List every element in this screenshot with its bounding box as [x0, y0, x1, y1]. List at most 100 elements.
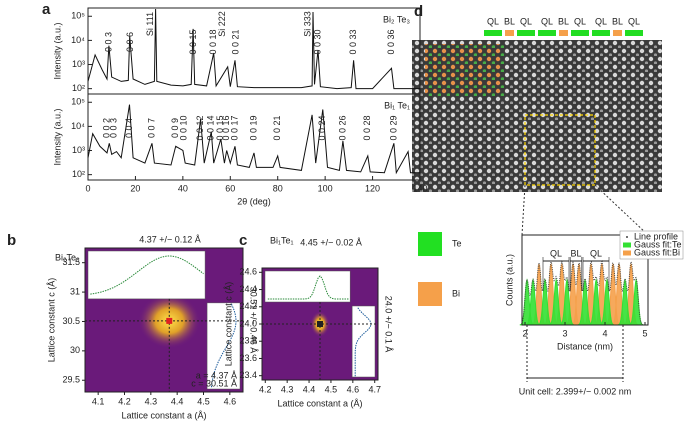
peak-label: 0 0 30	[312, 29, 322, 54]
inset-top	[264, 270, 351, 303]
peak-label: 0 0 16	[221, 115, 231, 140]
x-tick-label: 4.2	[259, 384, 272, 394]
peak-label: 0 0 19	[248, 115, 258, 140]
peak-label: 0 0 21	[231, 29, 241, 54]
c-distribution	[354, 306, 372, 377]
legend-label: Te	[452, 238, 462, 248]
y-tick-label: 10⁴	[71, 35, 85, 45]
peak-label: 0 0 2	[101, 118, 111, 138]
zoom-line	[594, 184, 649, 236]
substrate-label: Si 333	[302, 11, 312, 37]
x-axis-label: Lattice constant a (Å)	[277, 398, 362, 408]
legend-swatch	[418, 282, 442, 306]
peak-label: 0 0 4	[124, 118, 134, 138]
fit-point	[166, 317, 173, 324]
sample-label: Bi₂Te₃	[55, 252, 80, 262]
y-tick-label: 10³	[72, 59, 85, 69]
x-tick-label: 4.4	[171, 396, 184, 406]
layer-bar	[625, 30, 643, 36]
y-axis-label: Lattice constant c (Å)	[223, 282, 233, 367]
legend-label: Bi	[452, 288, 460, 298]
roi-box	[524, 114, 596, 186]
te-fit-peak	[559, 278, 575, 326]
a-fit-label: 4.45 +/− 0.02 Å	[300, 237, 362, 247]
legend-swatch	[623, 242, 631, 248]
peak-label: 0 0 9	[170, 118, 180, 138]
panel-label: d	[414, 3, 423, 20]
xrd-curve	[87, 104, 420, 175]
y-tick-label: 23.6	[239, 353, 257, 363]
y-axis-label: Intensity (a.u.)	[52, 22, 62, 79]
y-tick-label: 23.4	[239, 370, 257, 380]
unit-cell-label: Unit cell: 2.399+/− 0.002 nm	[519, 386, 632, 396]
a-fit-label: 4.37 +/− 0.12 Å	[139, 234, 201, 244]
layer-bar	[484, 30, 502, 36]
x-tick-label: 20	[130, 183, 140, 193]
x-tick-label: 3	[562, 328, 567, 338]
y-tick-label: 10⁴	[71, 121, 85, 131]
peak-label: 0 0 26	[337, 115, 347, 140]
y-tick-label: 30.5	[62, 316, 80, 326]
peak-label: 0 0 21	[272, 115, 282, 140]
peak-label: 0 0 10	[178, 115, 188, 140]
y-axis-label: Counts (a.u.)	[504, 254, 514, 306]
x-tick-label: 120	[365, 183, 380, 193]
y-tick-label: 10²	[72, 83, 85, 93]
inset-right	[206, 302, 241, 390]
c-fit-label: 30.51 +/− 0.46 Å	[249, 287, 259, 354]
y-tick-label: 31	[70, 286, 80, 296]
panel-label: a	[42, 1, 51, 18]
x-tick-label: 4.4	[303, 384, 316, 394]
peak-label: 0 0 15	[188, 29, 198, 54]
peak-label: 0 0 24	[317, 115, 327, 140]
layer-label: BL	[558, 16, 569, 26]
legend-swatch	[418, 232, 442, 256]
peak-label: 0 0 36	[386, 29, 396, 54]
x-tick-label: 4.1	[92, 396, 105, 406]
y-tick-label: 29.5	[62, 375, 80, 385]
layer-label: QL	[574, 16, 586, 26]
span-label: BL	[570, 248, 581, 258]
substrate-label: Si 111	[145, 12, 155, 36]
peak-label: 0 0 18	[208, 29, 218, 54]
peak-label: 0 0 12	[195, 115, 205, 140]
x-tick-label: 4.3	[145, 396, 158, 406]
peak-label: 0 0 14	[206, 115, 216, 140]
span-label: QL	[590, 248, 602, 258]
layer-bar	[571, 30, 589, 36]
atom-overlay	[425, 44, 505, 96]
x-tick-label: 4.3	[281, 384, 294, 394]
fit-note: a = 4.37 Å	[196, 370, 237, 380]
legend-label: Gauss fit:Bi	[634, 247, 680, 257]
x-tick-label: 40	[178, 183, 188, 193]
layer-label: QL	[628, 16, 640, 26]
layer-bar	[559, 30, 568, 36]
layer-label: QL	[595, 16, 607, 26]
peak-label: 0 0 15	[215, 115, 225, 140]
legend-swatch	[623, 250, 631, 256]
y-tick-label: 24.2	[239, 301, 257, 311]
x-tick-label: 4.6	[347, 384, 360, 394]
zoom-line	[521, 184, 526, 236]
x-tick-label: 5	[642, 328, 647, 338]
legend-swatch	[626, 236, 628, 238]
te-fit-peak	[577, 278, 593, 326]
x-tick-label: 4.7	[368, 384, 381, 394]
inset-top	[87, 250, 206, 300]
layer-label: QL	[520, 16, 532, 26]
y-tick-label: 23.8	[239, 336, 257, 346]
y-tick-label: 31.5	[62, 257, 80, 267]
x-tick-label: 80	[273, 183, 283, 193]
x-tick-label: 4.5	[325, 384, 338, 394]
x-tick-label: 0	[85, 183, 90, 193]
y-tick-label: 24.4	[239, 284, 257, 294]
te-fit-peak	[537, 278, 553, 326]
peak-label: 0 0 28	[362, 115, 372, 140]
legend-label: Line profile	[634, 231, 678, 241]
plot-frame	[521, 234, 649, 326]
peak-label: 0 0 6	[125, 32, 135, 52]
y-tick-label: 24.0	[239, 318, 257, 328]
x-tick-label: 2	[522, 328, 527, 338]
layer-bar	[592, 30, 610, 36]
